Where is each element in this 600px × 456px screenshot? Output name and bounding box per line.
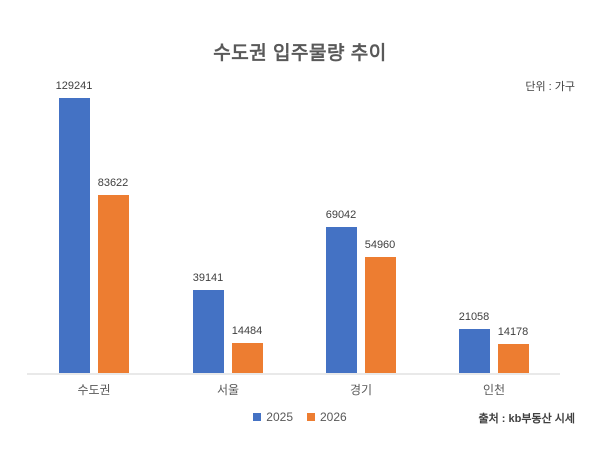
legend-item-2026: 2026 (307, 410, 347, 424)
x-axis-line (27, 373, 560, 375)
x-axis-label-인천: 인천 (482, 383, 506, 397)
bar-2026-수도권 (98, 195, 129, 374)
legend-item-2025: 2025 (253, 410, 293, 424)
bar-value-label: 83622 (97, 177, 129, 189)
bar-value-label: 54960 (364, 239, 396, 251)
bar-value-label: 21058 (458, 311, 490, 323)
unit-note: 단위 : 가구 (525, 81, 575, 93)
plot-area: 129241 83622 39141 14484 69042 54960 21058 1417… (55, 80, 529, 374)
legend-swatch-2026 (307, 413, 315, 421)
bar-2025-수도권 (59, 98, 90, 374)
x-axis-label-서울: 서울 (216, 383, 240, 397)
bar-value-label: 14484 (231, 325, 263, 337)
bar-2026-인천 (498, 344, 529, 374)
bar-2025-인천 (459, 329, 490, 374)
x-axis-label-경기: 경기 (349, 383, 373, 397)
bar-2025-경기 (326, 227, 357, 374)
bar-2026-경기 (365, 257, 396, 374)
legend-label-2026: 2026 (320, 410, 347, 424)
bar-value-label: 69042 (325, 209, 357, 221)
bar-2026-서울 (232, 343, 263, 374)
chart-title: 수도권 입주물량 추이 (213, 43, 387, 64)
source-note: 출처 : kb부동산 시세 (478, 413, 575, 425)
legend-swatch-2025 (253, 413, 262, 421)
bar-2025-서울 (193, 290, 224, 374)
bar-value-label: 14178 (497, 326, 529, 338)
bar-value-label: 129241 (55, 80, 93, 92)
legend: 2025 2026 (0, 410, 600, 424)
legend-label-2025: 2025 (266, 410, 293, 424)
x-axis-label-수도권: 수도권 (77, 383, 111, 397)
bar-value-label: 39141 (192, 272, 224, 284)
